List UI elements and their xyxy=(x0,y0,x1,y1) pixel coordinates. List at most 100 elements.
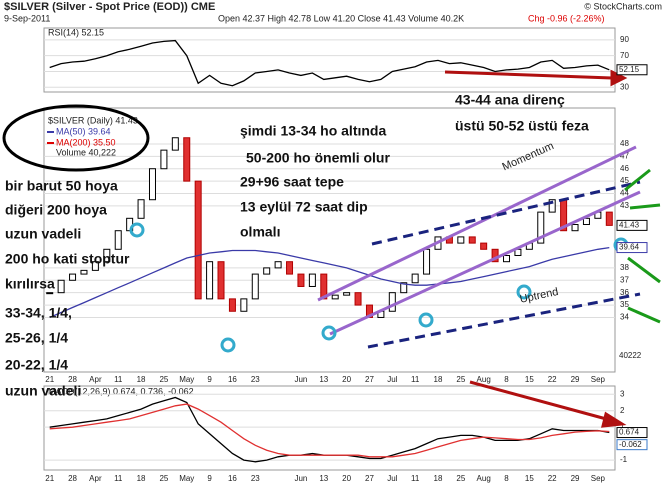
x-tick-label: Aug xyxy=(477,474,491,483)
circle-marker xyxy=(516,284,532,300)
x-tick-label: 27 xyxy=(365,474,374,483)
x-tick-label: 13 xyxy=(319,375,328,384)
value-box xyxy=(616,427,648,439)
x-tick-label: 9 xyxy=(207,474,212,483)
annotation: 50-200 ho önemli olur xyxy=(246,150,390,166)
candle xyxy=(548,199,556,213)
annotation: 25-26, 1/4 xyxy=(5,330,68,346)
macd-label: MACD(12,26,9) 0.674, 0.736, -0.062 xyxy=(48,386,194,396)
value-box xyxy=(616,64,648,76)
candle xyxy=(194,180,202,300)
y-tick-label: 48 xyxy=(620,139,629,148)
x-tick-label: 9 xyxy=(207,375,212,384)
x-tick-label: Jun xyxy=(294,375,307,384)
value-label: 39.64 xyxy=(619,243,640,252)
x-tick-label: 11 xyxy=(114,474,123,483)
candle xyxy=(80,269,88,275)
circle-marker xyxy=(418,312,434,328)
candle xyxy=(480,242,488,250)
x-tick-label: Jun xyxy=(294,474,307,483)
candle xyxy=(183,137,191,182)
candle xyxy=(411,273,419,284)
x-tick-label: 29 xyxy=(571,375,580,384)
candle xyxy=(537,211,545,244)
x-tick-label: 29 xyxy=(571,474,580,483)
annotation: kırılırsa xyxy=(5,276,55,292)
x-tick-label: 21 xyxy=(45,474,54,483)
trend-line xyxy=(371,180,641,246)
y-tick-label: 45 xyxy=(620,176,629,185)
annotation: 13 eylül 72 saat dip xyxy=(240,199,368,215)
y-tick-label: 44 xyxy=(620,189,629,198)
x-tick-label: 8 xyxy=(504,474,509,483)
candle xyxy=(46,292,54,295)
price-panel xyxy=(43,107,616,373)
annotation: 29+96 saat tepe xyxy=(240,174,344,190)
arrow xyxy=(444,70,613,80)
x-tick-label: 16 xyxy=(228,474,237,483)
x-tick-label: 27 xyxy=(365,375,374,384)
candle xyxy=(457,236,465,244)
annotation: 33-34, 1/4, xyxy=(5,305,72,321)
rsi-line xyxy=(49,39,610,87)
x-tick-label: 8 xyxy=(504,375,509,384)
candle xyxy=(297,273,305,287)
channel-line xyxy=(329,190,641,336)
annotation: 200 ho kati stoptur xyxy=(5,251,130,267)
candle xyxy=(354,292,362,306)
legend-entry: $SILVER (Daily) 41.43 xyxy=(48,115,138,125)
candle xyxy=(217,261,225,300)
arrow xyxy=(627,256,661,284)
candle xyxy=(69,273,77,281)
x-tick-label: 15 xyxy=(525,474,534,483)
annotation: olmalı xyxy=(240,224,280,240)
x-tick-label: 18 xyxy=(137,474,146,483)
y-tick-label: 90 xyxy=(620,35,629,44)
legend-entry: Volume 40,222 xyxy=(56,147,116,157)
y-tick-label: 47 xyxy=(620,151,629,160)
x-tick-label: Sep xyxy=(591,375,606,384)
candle xyxy=(263,267,271,275)
y-tick-label: 46 xyxy=(620,164,629,173)
annotation: üstü 50-52 üstü feza xyxy=(455,118,589,134)
x-tick-label: Aug xyxy=(477,375,491,384)
annotation: şimdi 13-34 ho altında xyxy=(240,123,386,139)
x-tick-label: Apr xyxy=(89,375,102,384)
chart-title: $SILVER (Silver - Spot Price (EOD)) CME xyxy=(4,1,215,13)
candle xyxy=(114,230,122,250)
rsi-label: RSI(14) 52.15 xyxy=(48,27,104,37)
annotation: uzun vadeli xyxy=(5,226,81,242)
rsi-panel xyxy=(43,27,616,93)
source: © StockCharts.com xyxy=(584,1,662,11)
candle xyxy=(571,224,579,232)
x-tick-label: 18 xyxy=(137,375,146,384)
candle xyxy=(206,261,214,300)
candle xyxy=(91,261,99,271)
legend-entry: MA(200) 35.50 xyxy=(56,137,116,147)
x-tick-label: 25 xyxy=(456,474,465,483)
subtitle: Open 42.37 High 42.78 Low 41.20 Close 41… xyxy=(218,13,464,23)
x-tick-label: 22 xyxy=(548,474,557,483)
candle xyxy=(286,261,294,275)
candle xyxy=(308,273,316,287)
arrow xyxy=(624,168,651,192)
annotation: uzun vadeli xyxy=(5,383,81,399)
candle xyxy=(160,149,168,170)
candle xyxy=(605,211,613,226)
y-tick-label: 38 xyxy=(620,263,629,272)
x-tick-label: 21 xyxy=(45,375,54,384)
value-box xyxy=(616,242,648,254)
value-label: 41.43 xyxy=(619,220,640,229)
channel-line xyxy=(317,145,637,302)
volume-label: 40222 xyxy=(619,351,642,360)
circle-marker xyxy=(321,325,337,341)
y-tick-label: 30 xyxy=(620,82,629,91)
x-tick-label: 22 xyxy=(548,375,557,384)
ma-line xyxy=(49,246,610,319)
candle xyxy=(274,261,282,269)
x-tick-label: 23 xyxy=(251,474,260,483)
y-tick-label: -1 xyxy=(620,455,628,464)
date: 9-Sep-2011 xyxy=(4,13,50,23)
arrow-head xyxy=(601,411,627,428)
x-tick-label: 25 xyxy=(159,375,168,384)
